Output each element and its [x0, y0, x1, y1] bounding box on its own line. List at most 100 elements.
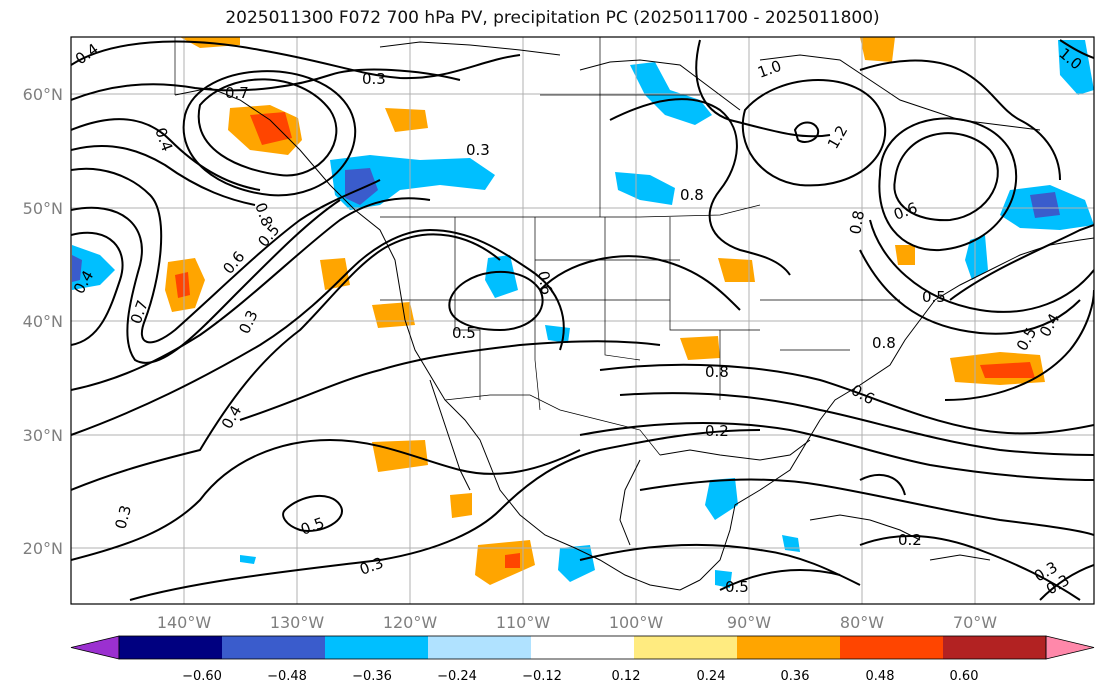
lon-label: 70°W [953, 613, 997, 632]
colorbar-segment [325, 636, 428, 659]
precip-neg-core [345, 168, 378, 205]
precip-pos-core [505, 553, 520, 568]
contour-label: 0.3 [235, 307, 261, 336]
colorbar-tick-label: 0.48 [866, 669, 895, 684]
coastlines [174, 41, 1094, 591]
lon-label: 130°W [270, 613, 325, 632]
colorbar-segment [840, 636, 943, 659]
contour-label: 0.6 [891, 199, 920, 224]
colorbar-segment [943, 636, 1046, 659]
colorbar-tick-label: −0.60 [182, 669, 222, 684]
contour-label: 0.5 [298, 514, 327, 539]
contour-label: 0.8 [846, 209, 868, 236]
colorbar-segment [737, 636, 840, 659]
lat-label: 20°N [23, 539, 63, 558]
contour-label: 0.2 [898, 531, 922, 549]
lat-label: 40°N [23, 312, 63, 331]
precip-pos-patch [895, 245, 915, 265]
contour-label: 0.7 [225, 84, 249, 102]
contour-label: 1.2 [824, 122, 852, 152]
contour-label: 0.6 [534, 270, 556, 297]
colorbar-segment [222, 636, 325, 659]
contour-labels: 0.4 0.3 0.7 0.4 0.3 1.0 0.8 1.2 1.0 0.6 … [71, 40, 1085, 599]
map-frame [70, 36, 1095, 605]
contour-label: 1.0 [755, 57, 784, 82]
lon-label: 100°W [609, 613, 664, 632]
precip-neg-patch [965, 235, 988, 280]
colorbar-segment [119, 636, 222, 659]
lon-label: 120°W [383, 613, 438, 632]
colorbar-tick-label: −0.36 [352, 669, 392, 684]
contour-label: 0.6 [219, 248, 248, 278]
contour-label: 0.5 [922, 288, 946, 306]
contour-label: 0.4 [151, 125, 176, 154]
precip-pos-core [175, 272, 190, 298]
precip-neg-patch [545, 325, 570, 343]
lon-label: 140°W [157, 613, 212, 632]
colorbar-tick-label: −0.24 [437, 669, 477, 684]
precip-pos-patch [450, 493, 472, 518]
precip-pos-patch [385, 108, 428, 132]
precip-neg-patch [240, 555, 256, 564]
graticule [71, 37, 1094, 604]
precip-neg-patch [615, 172, 675, 205]
contour-label: 0.4 [1036, 310, 1064, 340]
political-borders [174, 37, 900, 456]
contour-label: 0.5 [725, 578, 749, 596]
contour-label: 0.3 [111, 503, 135, 531]
lon-label: 110°W [496, 613, 551, 632]
contour-label: 0.3 [357, 554, 386, 579]
contour-label: 0.2 [705, 422, 729, 440]
contour-label: 0.8 [680, 186, 704, 204]
precip-neg-patch [782, 535, 800, 552]
colorbar-segment [634, 636, 737, 659]
contour-label: 0.6 [848, 381, 878, 409]
colorbar-segment [428, 636, 531, 659]
precip-neg-core [72, 255, 82, 282]
colorbar-extend-low [70, 635, 120, 660]
precip-pos-patch [680, 336, 720, 360]
precip-neg-patch [558, 545, 595, 582]
precip-pos-patch [372, 440, 428, 472]
contour-label: 0.4 [72, 40, 102, 68]
colorbar-ticks: −0.60 −0.48 −0.36 −0.24 −0.12 0.12 0.24 … [182, 669, 978, 684]
colorbar-tick-label: 0.24 [697, 669, 726, 684]
colorbar-tick-label: 0.12 [612, 669, 641, 684]
lon-label: 80°W [840, 613, 884, 632]
colorbar-tick-label: 0.36 [781, 669, 810, 684]
contour-label: 0.3 [362, 70, 386, 88]
colorbar-tick-label: −0.12 [522, 669, 562, 684]
lat-label: 60°N [23, 85, 63, 104]
longitude-labels: 140°W 130°W 120°W 110°W 100°W 90°W 80°W … [157, 613, 997, 632]
precip-pos-patch [718, 258, 755, 282]
lon-label: 90°W [727, 613, 771, 632]
colorbar-segment [531, 636, 634, 659]
contour-label: 0.5 [452, 324, 476, 342]
colorbar [70, 635, 1095, 660]
precip-pos-core [250, 112, 292, 145]
precip-neg-patch [485, 255, 518, 298]
contour-label: 0.4 [218, 402, 246, 432]
colorbar-tick-label: −0.48 [267, 669, 307, 684]
pv-contours [71, 39, 1094, 601]
contour-label: 0.3 [466, 141, 490, 159]
precip-pos-patch [372, 302, 415, 328]
colorbar-tick-label: 0.60 [950, 669, 979, 684]
precip-neg-patch [72, 245, 115, 290]
precip-neg-patch [715, 570, 732, 588]
lat-label: 30°N [23, 426, 63, 445]
latitude-labels: 60°N 50°N 40°N 30°N 20°N [23, 85, 63, 558]
contour-label: 0.8 [705, 363, 729, 381]
map-title: 2025011300 F072 700 hPa PV, precipitatio… [225, 8, 880, 28]
colorbar-extend-high [1045, 635, 1095, 660]
precip-pos-patch [860, 37, 895, 62]
precip-pos-patch [320, 258, 350, 290]
contour-label: 0.8 [872, 334, 896, 352]
lat-label: 50°N [23, 199, 63, 218]
precip-shading [72, 37, 1094, 588]
precip-pos-core [980, 362, 1035, 378]
precip-neg-patch [705, 478, 738, 520]
colorbar-outline [118, 635, 1047, 660]
precip-neg-core [1030, 192, 1060, 218]
